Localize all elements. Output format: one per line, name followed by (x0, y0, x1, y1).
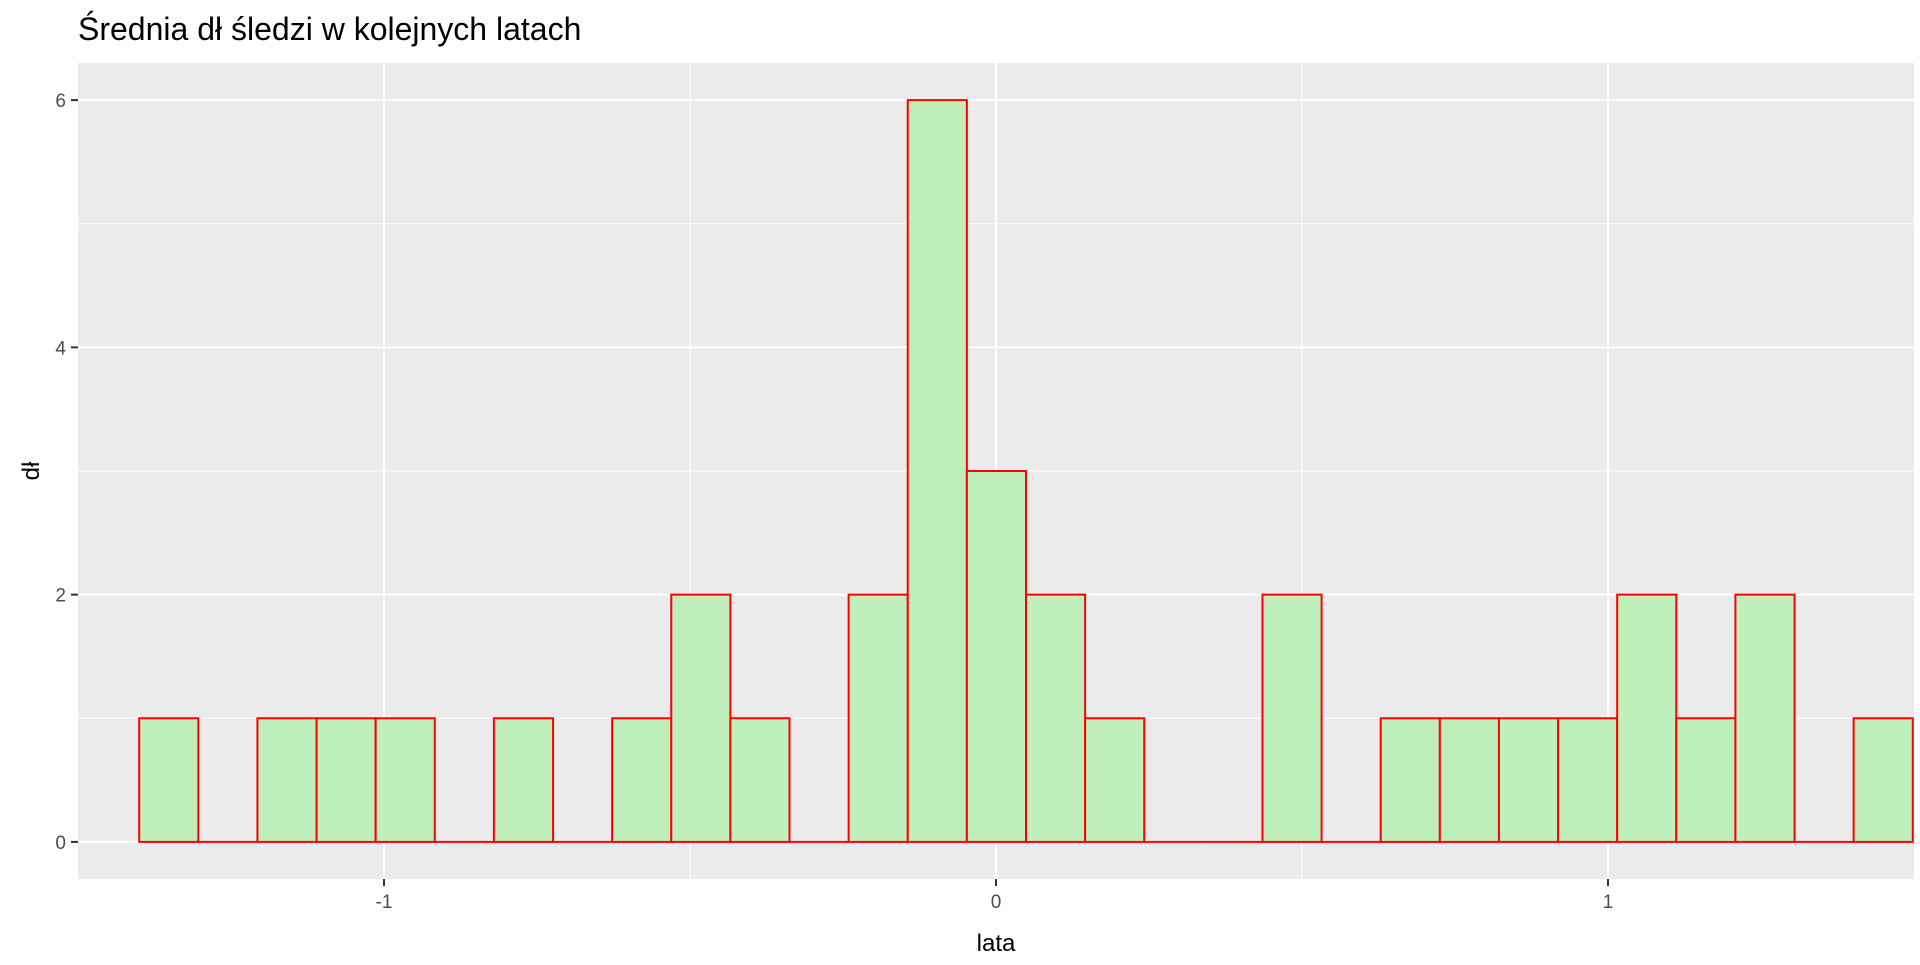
histogram-bar (1084, 717, 1146, 843)
histogram-bar (315, 717, 377, 843)
histogram-bar (906, 99, 968, 843)
histogram-bar (729, 717, 791, 843)
y-tick-label: 6 (55, 91, 66, 112)
x-tick-label: -1 (376, 892, 393, 913)
histogram-bar (847, 593, 909, 843)
histogram-bar (611, 717, 673, 843)
y-axis-title: dł (18, 461, 45, 480)
x-axis-title: lata (977, 930, 1016, 957)
histogram-bar (1675, 717, 1737, 843)
histogram-bar (374, 717, 436, 843)
histogram-bar (1379, 717, 1441, 843)
histogram-bar (1497, 717, 1560, 843)
histogram-bar (965, 470, 1027, 843)
x-tick-label: 1 (1603, 892, 1614, 913)
y-tick-label: 0 (55, 833, 66, 854)
y-tick-label: 2 (55, 586, 66, 607)
histogram-bar (492, 717, 555, 843)
histogram-bar (1024, 593, 1087, 843)
histogram-bar (1261, 593, 1323, 843)
histogram-bar (1852, 717, 1914, 843)
histogram-bar (138, 717, 200, 843)
histogram-bar (1734, 593, 1796, 843)
histogram-bars (138, 99, 1914, 843)
x-tick-label: 0 (991, 892, 1002, 913)
chart-title: Średnia dł śledzi w kolejnych latach (78, 11, 581, 47)
axis-ticks: -1 0 1 0 2 4 6 (55, 91, 1613, 913)
histogram-bar (256, 717, 318, 843)
histogram-bar (1616, 593, 1678, 843)
y-tick-label: 4 (55, 338, 66, 359)
histogram-bar (1557, 717, 1619, 843)
histogram-bar (670, 593, 732, 843)
histogram-bar (1438, 717, 1500, 843)
